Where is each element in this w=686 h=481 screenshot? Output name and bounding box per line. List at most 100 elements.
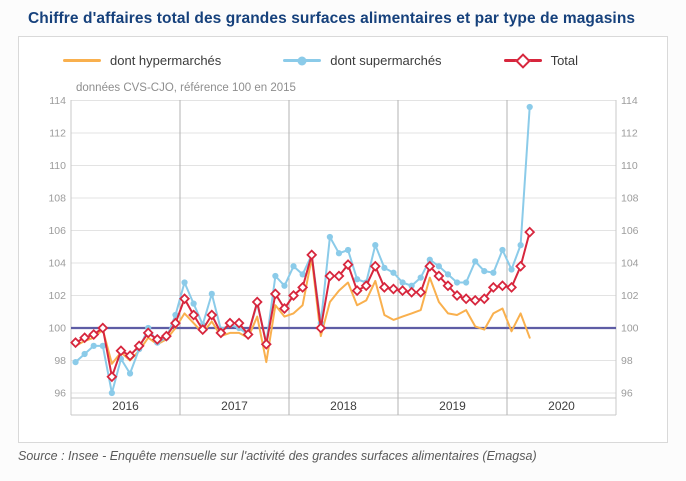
y-tick-right: 108 bbox=[621, 193, 639, 205]
data-point-total[interactable] bbox=[469, 294, 481, 306]
data-point-total[interactable] bbox=[142, 327, 154, 339]
data-point-total[interactable] bbox=[487, 281, 499, 293]
y-tick-left: 104 bbox=[48, 258, 66, 270]
data-point-total[interactable] bbox=[233, 317, 245, 329]
data-point-total[interactable] bbox=[160, 330, 172, 342]
data-point-total[interactable] bbox=[460, 293, 472, 305]
data-point-supermarches[interactable] bbox=[354, 276, 361, 283]
data-point-total[interactable] bbox=[433, 270, 445, 282]
data-point-total[interactable] bbox=[351, 285, 363, 297]
data-point-supermarches[interactable] bbox=[208, 290, 215, 297]
data-point-total[interactable] bbox=[197, 324, 209, 336]
data-point-supermarches[interactable] bbox=[108, 389, 115, 397]
data-point-total[interactable] bbox=[260, 338, 272, 350]
data-point-total[interactable] bbox=[342, 259, 354, 271]
data-point-supermarches[interactable] bbox=[408, 282, 415, 289]
data-point-total[interactable] bbox=[206, 309, 218, 321]
data-point-supermarches[interactable] bbox=[472, 258, 479, 265]
chart-area[interactable]: 96 96 98 98 100 100 102 102 104 104 106 106 108 108 11… bbox=[19, 95, 667, 435]
data-point-total[interactable] bbox=[278, 303, 290, 314]
x-year-label: 2019 bbox=[439, 399, 466, 413]
data-point-total[interactable] bbox=[515, 260, 527, 272]
data-point-total[interactable] bbox=[524, 226, 536, 238]
data-point-total[interactable] bbox=[79, 332, 91, 344]
data-point-supermarches[interactable] bbox=[299, 271, 306, 278]
data-point-supermarches[interactable] bbox=[272, 272, 279, 280]
data-point-supermarches[interactable] bbox=[281, 282, 288, 289]
data-point-supermarches[interactable] bbox=[190, 300, 197, 307]
data-point-total[interactable] bbox=[360, 280, 372, 292]
data-point-total[interactable] bbox=[106, 371, 118, 383]
legend-item-hypermarches[interactable]: dont hypermarchés bbox=[63, 53, 221, 68]
data-point-total[interactable] bbox=[179, 293, 191, 305]
data-point-total[interactable] bbox=[324, 270, 336, 282]
data-point-total[interactable] bbox=[415, 286, 427, 298]
data-point-total[interactable] bbox=[88, 329, 100, 340]
y-tick-right: 104 bbox=[621, 258, 639, 270]
data-point-total[interactable] bbox=[97, 322, 109, 334]
data-point-supermarches[interactable] bbox=[344, 246, 352, 254]
page-title: Chiffre d'affaires total des grandes sur… bbox=[28, 10, 636, 27]
y-tick-right: 114 bbox=[621, 96, 638, 107]
data-point-total[interactable] bbox=[288, 290, 300, 301]
data-point-total[interactable] bbox=[378, 281, 390, 293]
data-point-total[interactable] bbox=[387, 283, 399, 295]
data-point-total[interactable] bbox=[251, 296, 263, 308]
data-point-total[interactable] bbox=[406, 286, 418, 298]
data-point-total[interactable] bbox=[306, 249, 318, 261]
y-tick-right: 110 bbox=[621, 160, 638, 172]
data-point-supermarches[interactable] bbox=[444, 271, 452, 278]
data-point-supermarches[interactable] bbox=[481, 268, 488, 275]
data-point-total[interactable] bbox=[442, 280, 454, 292]
data-point-total[interactable] bbox=[224, 317, 236, 329]
data-point-supermarches[interactable] bbox=[508, 266, 515, 273]
x-year-label: 2017 bbox=[221, 399, 248, 413]
data-point-supermarches[interactable] bbox=[90, 342, 97, 349]
data-point-supermarches[interactable] bbox=[390, 269, 397, 276]
data-point-supermarches[interactable] bbox=[372, 242, 379, 249]
data-point-total[interactable] bbox=[133, 340, 145, 352]
data-point-total[interactable] bbox=[269, 288, 281, 300]
legend-item-supermarches[interactable]: dont supermarchés bbox=[283, 53, 442, 68]
data-point-supermarches[interactable] bbox=[72, 359, 79, 366]
data-point-total[interactable] bbox=[215, 327, 227, 339]
data-point-supermarches[interactable] bbox=[181, 279, 188, 286]
data-point-total[interactable] bbox=[424, 260, 436, 272]
data-point-total[interactable] bbox=[297, 281, 309, 293]
data-point-total[interactable] bbox=[70, 337, 82, 349]
data-point-total[interactable] bbox=[315, 322, 327, 334]
data-point-supermarches[interactable] bbox=[381, 264, 388, 271]
data-point-total[interactable] bbox=[333, 270, 345, 282]
data-point-supermarches[interactable] bbox=[435, 263, 442, 270]
data-point-supermarches[interactable] bbox=[526, 103, 533, 111]
data-point-supermarches[interactable] bbox=[417, 274, 424, 281]
data-point-supermarches[interactable] bbox=[326, 233, 333, 241]
data-point-total[interactable] bbox=[124, 350, 136, 362]
data-point-total[interactable] bbox=[188, 309, 200, 321]
data-point-total[interactable] bbox=[496, 280, 508, 292]
data-point-total[interactable] bbox=[478, 293, 490, 305]
data-point-total[interactable] bbox=[151, 333, 163, 345]
data-point-supermarches[interactable] bbox=[499, 246, 506, 254]
data-point-supermarches[interactable] bbox=[463, 279, 470, 286]
data-point-supermarches[interactable] bbox=[453, 279, 461, 286]
hypermarches-line-swatch bbox=[63, 56, 101, 66]
data-point-supermarches[interactable] bbox=[126, 370, 134, 377]
data-point-supermarches[interactable] bbox=[399, 279, 406, 286]
legend-item-total[interactable]: Total bbox=[503, 52, 578, 69]
data-point-supermarches[interactable] bbox=[335, 250, 343, 257]
data-point-total[interactable] bbox=[506, 281, 518, 293]
data-point-total[interactable] bbox=[169, 317, 181, 329]
data-point-supermarches[interactable] bbox=[290, 263, 297, 270]
data-point-supermarches[interactable] bbox=[81, 350, 88, 358]
data-point-supermarches[interactable] bbox=[490, 269, 497, 276]
data-point-total[interactable] bbox=[451, 290, 463, 301]
data-point-total[interactable] bbox=[115, 345, 127, 357]
data-point-total[interactable] bbox=[397, 285, 409, 297]
data-point-total[interactable] bbox=[369, 260, 381, 272]
data-point-supermarches[interactable] bbox=[517, 242, 524, 249]
y-tick-right: 100 bbox=[621, 323, 639, 335]
data-point-supermarches[interactable] bbox=[99, 342, 106, 349]
data-point-supermarches[interactable] bbox=[426, 256, 433, 263]
data-point-total[interactable] bbox=[242, 329, 254, 340]
